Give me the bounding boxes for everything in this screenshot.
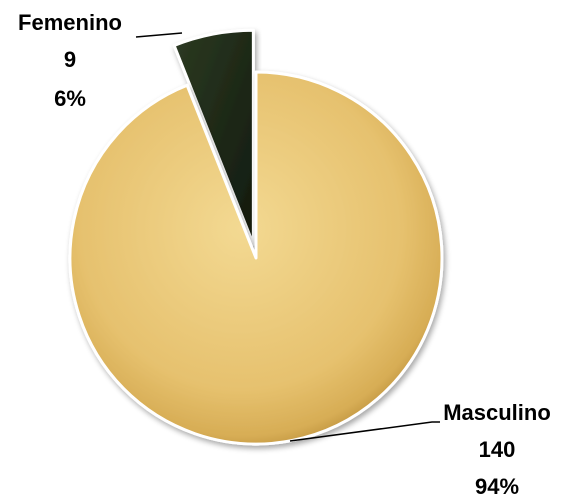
masculino-name-label: Masculino: [443, 400, 551, 425]
femenino-name-label: Femenino: [18, 10, 122, 35]
masculino-percent-label: 94%: [475, 474, 519, 494]
masculino-leader-line: [289, 421, 440, 442]
pie-slice-masculino: [68, 70, 444, 446]
masculino-value-label: 140: [479, 437, 516, 462]
femenino-percent-label: 6%: [54, 86, 86, 111]
femenino-value-label: 9: [64, 47, 76, 72]
femenino-leader-line: [135, 32, 183, 38]
pie-slice-femenino: [172, 28, 255, 246]
